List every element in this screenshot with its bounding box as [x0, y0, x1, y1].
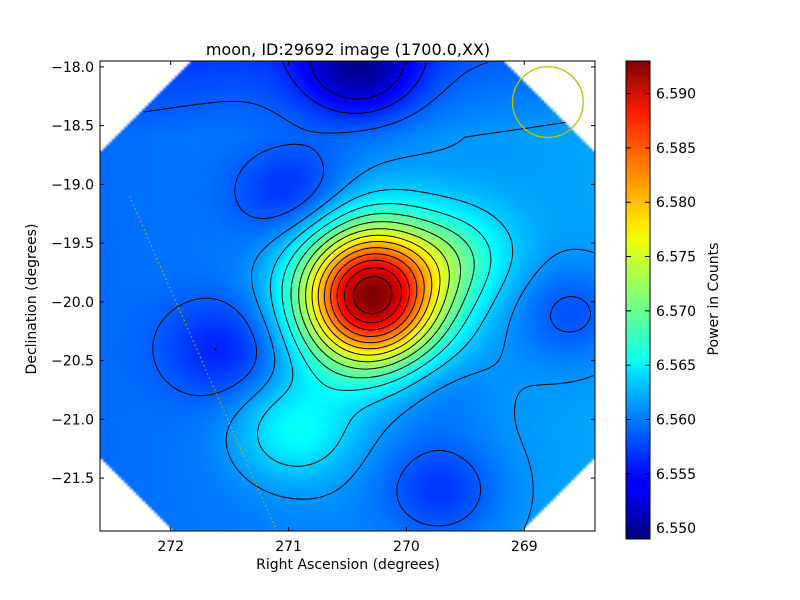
colorbar-tick-label: 6.575	[656, 250, 696, 266]
colorbar-gradient	[625, 60, 651, 540]
y-axis-label: Declination (degrees)	[24, 224, 40, 375]
y-tick-label: −19.0	[51, 177, 94, 193]
contour-line	[281, 203, 492, 391]
contour-line	[257, 188, 514, 467]
y-tick-label: −20.5	[51, 354, 94, 370]
contour-line	[323, 247, 425, 344]
x-tick-label: 269	[511, 539, 538, 555]
colorbar-ticks: 6.550 6.555 6.560 6.565 6.570 6.575 6.580 6.585…	[626, 87, 696, 537]
colorbar-tick-label: 6.555	[656, 467, 696, 483]
colorbar: 6.550 6.555 6.560 6.565 6.570 6.575 6.580 6.585…	[625, 60, 722, 540]
overlays	[129, 66, 584, 531]
x-tick-label: 270	[393, 539, 420, 555]
contour-line	[311, 234, 441, 356]
colorbar-tick-label: 6.565	[656, 358, 696, 374]
heatmap-image	[100, 61, 595, 531]
colorbar-tick-label: 6.560	[656, 413, 696, 429]
contour-line	[343, 267, 402, 324]
y-tick-label: −18.5	[51, 119, 94, 135]
contour-line	[214, 62, 427, 351]
colorbar-label: Power in Counts	[706, 243, 722, 356]
contour-line	[305, 228, 450, 363]
contour-line	[290, 213, 475, 379]
contour-line	[309, 62, 405, 100]
contour-line	[298, 221, 462, 370]
chart-title: moon, ID:29692 image (1700.0,XX)	[206, 40, 490, 59]
y-axis-ticks: −18.0 −18.5 −19.0 −19.5 −20.0 −20.5 −21.0 −21.5	[51, 60, 595, 487]
contour-line	[330, 253, 418, 337]
x-tick-label: 271	[275, 539, 302, 555]
colorbar-tick-label: 6.570	[656, 304, 696, 320]
contour-line	[317, 241, 433, 350]
colorbar-tick-label: 6.580	[656, 195, 696, 211]
contour-lines	[143, 62, 594, 530]
y-tick-label: −21.5	[51, 471, 94, 487]
colorbar-tick-label: 6.585	[656, 141, 696, 157]
x-tick-label: 272	[157, 539, 184, 555]
y-tick-label: −19.5	[51, 236, 94, 252]
plot-area: 272 271 270 269 −18.0 −18.5 −19.0 −19.5 −20.0 −2…	[51, 60, 596, 555]
contour-line	[353, 276, 393, 315]
colorbar-tick-label: 6.590	[656, 87, 696, 103]
x-axis-ticks: 272 271 270 269	[157, 61, 538, 555]
contour-line	[143, 62, 591, 527]
contour-line	[336, 259, 410, 331]
y-tick-label: −21.0	[51, 412, 94, 428]
colorbar-tick-label: 6.550	[656, 521, 696, 537]
contour-line	[225, 121, 594, 530]
x-axis-label: Right Ascension (degrees)	[256, 557, 440, 573]
plot-frame	[99, 60, 596, 532]
y-tick-label: −20.0	[51, 295, 94, 311]
y-tick-label: −18.0	[51, 60, 94, 76]
beam-circle	[511, 66, 584, 139]
